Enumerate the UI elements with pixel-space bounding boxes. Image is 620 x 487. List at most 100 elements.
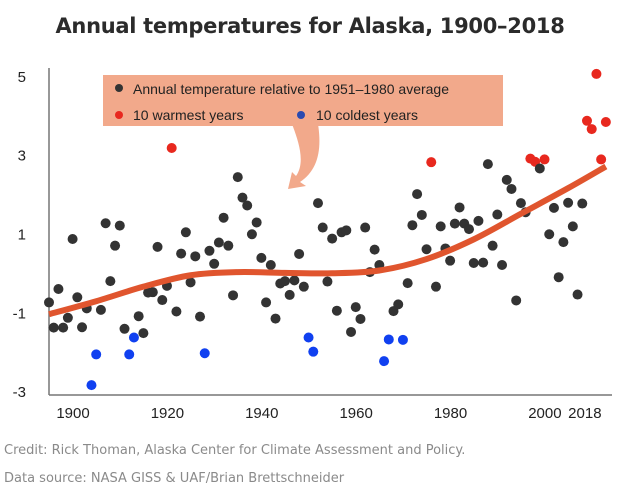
data-point [157, 295, 168, 306]
data-point [256, 252, 267, 263]
legend-arrow [288, 124, 320, 189]
data-point [223, 240, 234, 251]
data-point [506, 183, 517, 194]
data-point-warm [586, 124, 597, 135]
data-point [454, 202, 465, 213]
data-point [572, 289, 583, 300]
data-point [435, 221, 446, 232]
data-point [133, 311, 144, 322]
data-point [407, 220, 418, 231]
data-point-cold [397, 334, 408, 345]
legend-label-normal: Annual temperature relative to 1951–1980… [133, 81, 449, 97]
data-point-warm [539, 154, 550, 165]
y-tick-label: -3 [13, 384, 26, 401]
data-point [515, 198, 526, 209]
data-point [110, 240, 121, 251]
data-point [242, 200, 253, 211]
data-point [312, 198, 323, 209]
data-point [147, 287, 158, 298]
data-point [534, 163, 545, 174]
data-point [237, 192, 248, 203]
data-point [298, 281, 309, 292]
data-point [48, 322, 59, 333]
data-point [270, 313, 281, 324]
data-point-warm [591, 68, 602, 79]
data-point-cold [379, 356, 390, 367]
data-point [331, 305, 342, 316]
data-point [445, 255, 456, 266]
data-point [152, 241, 163, 252]
data-point [393, 299, 404, 310]
data-point [190, 251, 201, 262]
data-point [114, 220, 125, 231]
data-point [317, 222, 328, 233]
data-point [53, 284, 64, 295]
data-point [284, 289, 295, 300]
data-point [563, 197, 574, 208]
data-point [251, 217, 262, 228]
legend-marker-cold [297, 111, 305, 119]
data-point [511, 295, 522, 306]
data-source-line: Data source: NASA GISS & UAF/Brian Brett… [4, 471, 345, 486]
data-point [185, 277, 196, 288]
chart-title: Annual temperatures for Alaska, 1900–201… [55, 14, 565, 38]
legend-label-warm: 10 warmest years [133, 107, 243, 123]
legend-label-cold: 10 coldest years [316, 107, 418, 123]
data-point [567, 221, 578, 232]
data-point [468, 258, 479, 269]
data-point [553, 272, 564, 283]
data-point [72, 292, 83, 303]
trend-line [48, 163, 608, 318]
legend-marker-normal [115, 84, 123, 92]
legend: Annual temperature relative to 1951–1980… [103, 75, 503, 189]
data-point-warm [596, 154, 607, 165]
data-point [492, 209, 503, 220]
data-point-cold [128, 332, 139, 343]
data-point [464, 224, 475, 235]
x-tick-label: 1920 [151, 405, 184, 422]
data-point [294, 248, 305, 259]
data-point [341, 225, 352, 236]
data-point [487, 240, 498, 251]
data-point [246, 229, 257, 240]
data-point [171, 306, 182, 317]
data-point [548, 202, 559, 213]
data-point [346, 326, 357, 337]
data-point [176, 248, 187, 259]
data-point-cold [199, 348, 210, 359]
data-point-warm [426, 157, 437, 168]
data-point [204, 245, 215, 256]
x-tick-label: 2018 [568, 405, 601, 422]
data-point [209, 258, 220, 269]
data-point [77, 322, 88, 333]
legend-marker-warm [115, 111, 123, 119]
data-point [289, 275, 300, 286]
data-point [232, 172, 243, 183]
data-point-warm [581, 115, 592, 126]
data-point [350, 302, 361, 313]
data-point [195, 311, 206, 322]
data-point [360, 222, 371, 233]
data-point [213, 237, 224, 248]
data-point [180, 227, 191, 238]
data-point [402, 278, 413, 289]
data-point-cold [86, 380, 97, 391]
data-point [501, 174, 512, 185]
data-point [218, 212, 229, 223]
y-tick-label: 5 [18, 69, 26, 86]
x-tick-label: 1940 [245, 405, 278, 422]
data-point [62, 312, 73, 323]
data-point [228, 290, 239, 301]
data-point [416, 209, 427, 220]
data-point [119, 323, 130, 334]
data-point [449, 218, 460, 229]
data-point-warm [166, 142, 177, 153]
data-point [327, 233, 338, 244]
data-point [44, 297, 54, 308]
data-point [482, 159, 493, 170]
data-point-cold [303, 332, 314, 343]
data-point [430, 281, 441, 292]
y-tick-label: 3 [18, 148, 26, 165]
data-point-warm [600, 116, 611, 127]
